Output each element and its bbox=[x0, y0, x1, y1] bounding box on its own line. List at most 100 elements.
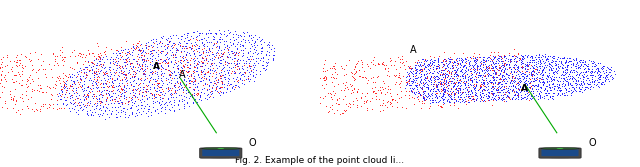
Point bbox=[525, 73, 536, 76]
Point bbox=[588, 76, 598, 78]
Point bbox=[146, 71, 156, 73]
Point bbox=[152, 65, 163, 68]
Point bbox=[485, 54, 495, 56]
Point bbox=[496, 54, 506, 57]
Point bbox=[525, 55, 535, 58]
Point bbox=[446, 71, 456, 74]
Point bbox=[179, 47, 189, 49]
Point bbox=[397, 55, 407, 57]
Point bbox=[216, 74, 227, 77]
Point bbox=[532, 82, 543, 85]
Point bbox=[577, 75, 588, 77]
Point bbox=[374, 104, 385, 106]
Point bbox=[420, 59, 430, 62]
Point bbox=[181, 70, 191, 73]
Point bbox=[146, 50, 156, 52]
Point bbox=[509, 77, 520, 79]
Point bbox=[77, 68, 88, 70]
Point bbox=[204, 80, 214, 83]
Point bbox=[0, 85, 7, 87]
Point bbox=[225, 83, 236, 86]
Point bbox=[109, 63, 119, 66]
Point bbox=[264, 54, 274, 57]
Point bbox=[408, 88, 419, 91]
Point bbox=[189, 71, 199, 73]
Point bbox=[411, 73, 421, 76]
Point bbox=[533, 85, 543, 88]
Point bbox=[131, 45, 141, 48]
Point bbox=[191, 48, 202, 51]
Point bbox=[134, 90, 145, 93]
Point bbox=[450, 88, 460, 91]
Point bbox=[409, 87, 419, 90]
Point bbox=[159, 107, 170, 110]
Point bbox=[172, 86, 182, 88]
Point bbox=[513, 52, 524, 54]
Point bbox=[417, 101, 428, 104]
Point bbox=[2, 106, 12, 109]
Point bbox=[511, 90, 522, 93]
Point bbox=[213, 91, 223, 94]
Point bbox=[196, 91, 206, 93]
Point bbox=[130, 71, 140, 74]
Point bbox=[357, 61, 367, 63]
Point bbox=[362, 107, 372, 109]
Point bbox=[465, 68, 476, 71]
Point bbox=[448, 66, 458, 68]
Point bbox=[123, 103, 133, 106]
Point bbox=[116, 95, 126, 97]
Point bbox=[156, 77, 166, 80]
Point bbox=[213, 52, 223, 55]
Point bbox=[330, 91, 340, 94]
Point bbox=[181, 89, 191, 92]
Point bbox=[150, 70, 160, 73]
Point bbox=[428, 85, 438, 87]
Point bbox=[101, 99, 111, 101]
Point bbox=[105, 65, 115, 68]
Point bbox=[434, 90, 444, 92]
Point bbox=[440, 89, 450, 92]
Point bbox=[516, 94, 526, 97]
Point bbox=[498, 60, 508, 63]
Point bbox=[445, 82, 456, 85]
Point bbox=[534, 53, 544, 55]
Point bbox=[449, 80, 459, 83]
Point bbox=[447, 61, 457, 64]
Point bbox=[547, 85, 557, 88]
Point bbox=[410, 76, 420, 79]
Point bbox=[214, 45, 224, 47]
Point bbox=[127, 103, 137, 106]
Point bbox=[490, 98, 500, 101]
Point bbox=[491, 65, 501, 67]
Point bbox=[187, 44, 197, 47]
Point bbox=[542, 77, 552, 80]
Point bbox=[192, 67, 202, 70]
Point bbox=[218, 64, 228, 66]
Point bbox=[578, 60, 588, 63]
Point bbox=[493, 59, 504, 62]
Point bbox=[63, 76, 74, 78]
Point bbox=[149, 97, 159, 99]
Point bbox=[248, 75, 258, 78]
Point bbox=[177, 89, 188, 92]
Point bbox=[97, 111, 108, 114]
Point bbox=[481, 94, 492, 97]
Point bbox=[133, 76, 143, 79]
Point bbox=[442, 70, 452, 73]
Point bbox=[51, 93, 61, 95]
Point bbox=[98, 105, 108, 107]
Point bbox=[417, 69, 428, 72]
Point bbox=[511, 67, 522, 70]
Point bbox=[155, 104, 165, 107]
Point bbox=[395, 81, 405, 84]
Point bbox=[413, 90, 423, 92]
Point bbox=[157, 75, 168, 78]
Point bbox=[477, 69, 488, 71]
Point bbox=[542, 90, 552, 92]
Point bbox=[523, 64, 533, 67]
Point bbox=[61, 91, 71, 94]
Point bbox=[166, 44, 176, 47]
Point bbox=[111, 49, 121, 51]
Point bbox=[509, 66, 519, 68]
Point bbox=[73, 113, 83, 115]
